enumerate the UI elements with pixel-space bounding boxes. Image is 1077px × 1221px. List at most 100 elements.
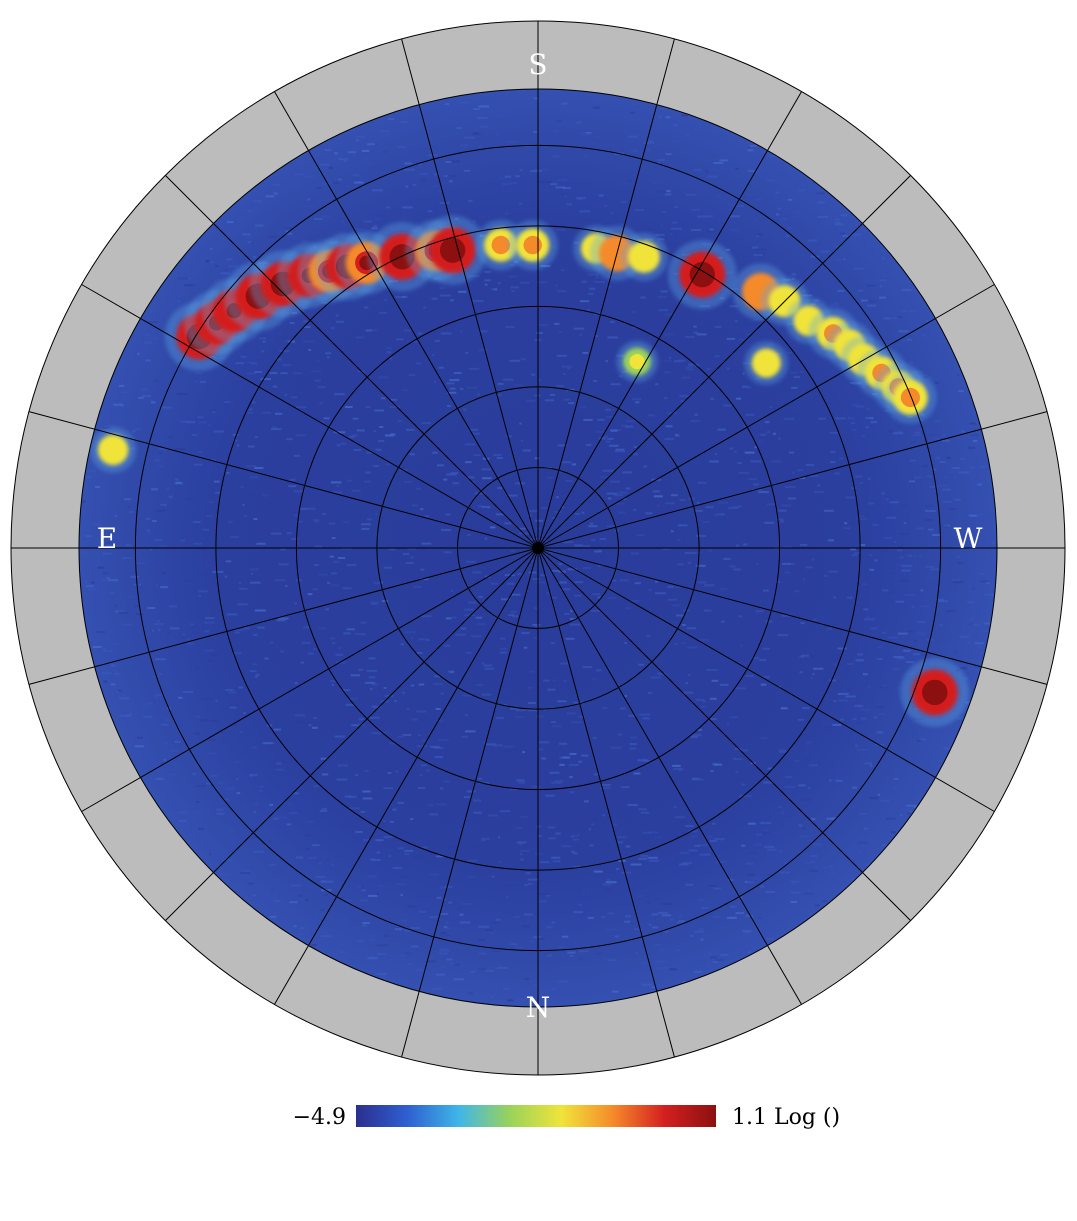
noise-cell [473,799,482,802]
noise-cell [567,568,578,571]
noise-cell [631,319,642,322]
noise-cell [934,437,945,440]
noise-cell [510,182,517,185]
noise-cell [605,440,611,443]
noise-cell [755,252,765,255]
noise-cell [745,333,751,336]
noise-cell [242,233,251,236]
noise-cell [794,760,800,763]
noise-cell [859,812,867,815]
noise-cell [583,418,593,421]
noise-cell [210,409,218,412]
noise-cell [314,545,322,548]
noise-cell [444,927,451,930]
noise-cell [952,579,960,582]
noise-cell [847,596,853,599]
noise-cell [748,150,752,153]
noise-cell [103,647,106,650]
noise-cell [510,943,518,946]
noise-cell [144,341,152,344]
noise-cell [628,600,640,603]
noise-cell [528,96,536,99]
noise-cell [851,428,857,431]
noise-cell [240,355,247,358]
noise-cell [187,642,194,645]
noise-cell [664,438,675,441]
noise-cell [265,195,274,198]
noise-cell [373,581,383,584]
noise-cell [666,190,671,193]
noise-cell [562,187,571,190]
noise-cell [361,149,370,152]
noise-cell [439,202,450,204]
noise-cell [535,519,543,522]
noise-cell [547,476,554,479]
noise-cell [782,546,792,549]
noise-cell [640,296,646,299]
noise-cell [159,544,167,547]
noise-cell [521,734,528,737]
noise-cell [383,820,387,823]
noise-cell [834,472,840,475]
noise-cell [820,250,830,253]
noise-cell [706,230,715,233]
noise-cell [116,682,121,685]
noise-cell [610,383,621,386]
noise-cell [473,432,480,435]
noise-cell [214,264,218,267]
noise-cell [273,183,281,186]
noise-cell [891,831,896,834]
noise-cell [673,124,678,127]
noise-cell [255,224,264,227]
noise-cell [718,513,725,516]
noise-cell [525,399,536,402]
noise-cell [604,205,607,207]
noise-cell [524,883,528,886]
noise-cell [455,851,462,854]
noise-cell [909,459,917,462]
noise-cell [503,987,510,990]
noise-cell [249,670,257,673]
noise-cell [521,801,525,803]
noise-cell [528,686,532,689]
noise-cell [195,372,203,375]
noise-cell [272,426,277,429]
noise-cell [661,107,668,110]
noise-cell [90,613,97,616]
noise-cell [886,516,896,519]
noise-cell [472,571,482,574]
noise-cell [783,389,794,392]
noise-cell [714,195,722,198]
noise-cell [305,184,315,187]
noise-cell [725,248,731,251]
noise-cell [685,682,689,685]
noise-cell [805,741,812,744]
noise-cell [964,677,969,680]
noise-cell [249,569,253,572]
noise-cell [798,784,806,787]
noise-cell [540,104,548,107]
noise-cell [465,560,476,563]
noise-cell [703,700,706,703]
noise-cell [840,214,847,217]
noise-cell [504,522,512,525]
noise-cell [726,367,730,370]
noise-cell [565,480,573,482]
noise-cell [394,928,403,931]
noise-cell [574,513,580,515]
noise-cell [269,372,278,375]
noise-cell [757,232,760,235]
azimuth-spoke [81,547,539,812]
noise-cell [289,478,296,481]
noise-cell [244,870,251,873]
noise-cell [657,191,668,194]
noise-cell [371,227,378,230]
noise-cell [861,299,868,302]
noise-cell [325,608,329,611]
noise-cell [910,361,913,364]
noise-cell [919,605,930,608]
noise-cell [498,836,501,839]
noise-cell [708,884,718,887]
noise-cell [275,358,282,361]
noise-cell [472,132,479,135]
